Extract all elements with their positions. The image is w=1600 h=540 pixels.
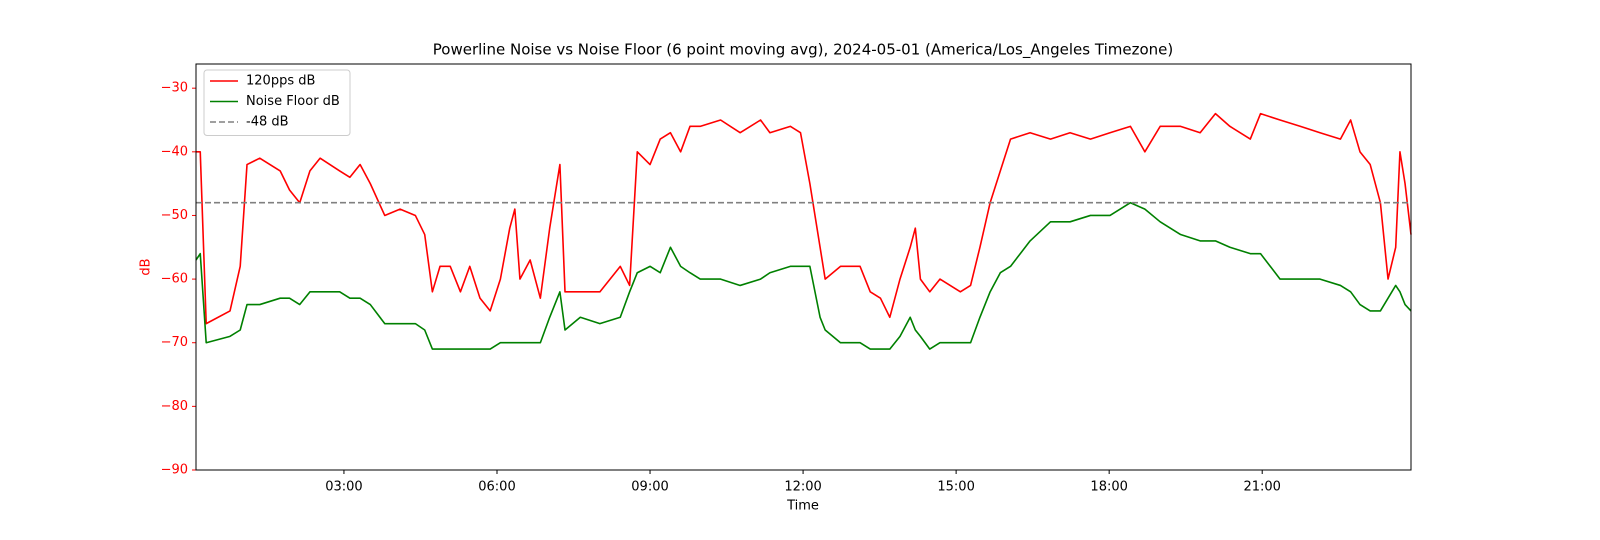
x-tick-label: 06:00	[478, 480, 515, 495]
series-line	[196, 112, 1412, 325]
legend-box	[203, 69, 351, 136]
y-tick-label: −70	[161, 335, 188, 350]
y-tick-label: −30	[161, 81, 188, 96]
x-tick-label: 12:00	[784, 480, 821, 495]
x-axis-label: Time	[786, 499, 819, 514]
chart-title: Powerline Noise vs Noise Floor (6 point …	[433, 41, 1173, 60]
x-tick-label: 18:00	[1090, 480, 1127, 495]
legend-label: -48 dB	[246, 115, 289, 130]
y-tick-label: −60	[161, 272, 188, 287]
legend-label: 120pps dB	[246, 74, 315, 89]
plot-frame	[195, 63, 1412, 471]
legend: 120pps dB Noise Floor dB -48 dB	[203, 69, 351, 136]
series-line	[195, 201, 1412, 350]
y-tick-label: −40	[161, 144, 188, 159]
x-tick-label: 21:00	[1243, 480, 1280, 495]
y-tick-label: −50	[161, 208, 188, 223]
legend-label: Noise Floor dB	[246, 94, 340, 109]
x-tick-label: 09:00	[631, 480, 668, 495]
y-tick-label: −90	[161, 463, 188, 478]
x-tick-label: 03:00	[325, 480, 362, 495]
x-tick-label: 15:00	[937, 480, 974, 495]
y-tick-label: −80	[161, 399, 188, 414]
y-axis-label: dB	[139, 258, 154, 275]
